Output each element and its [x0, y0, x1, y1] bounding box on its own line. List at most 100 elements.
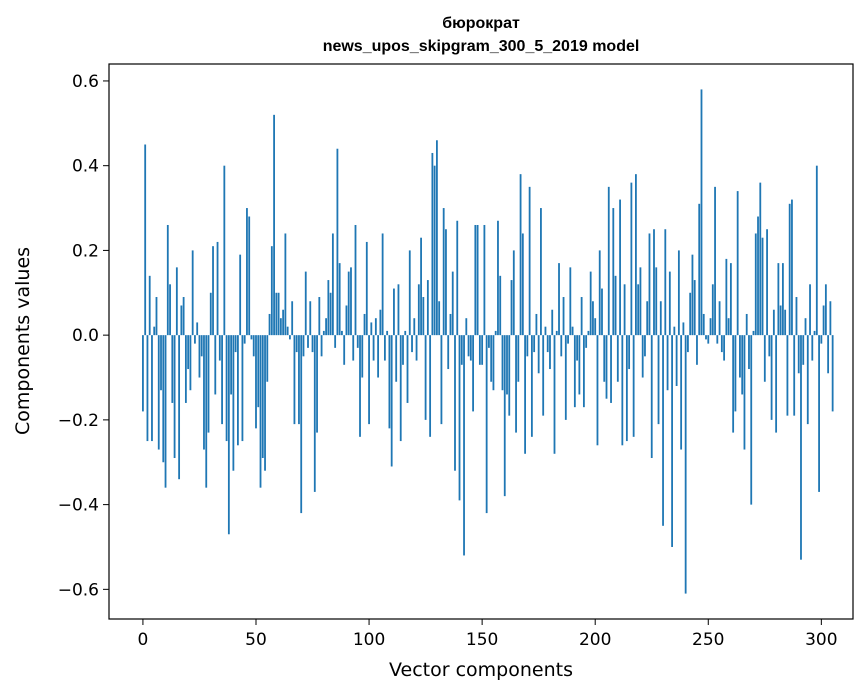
bar [270, 246, 273, 336]
bar [347, 271, 350, 336]
bar [438, 301, 441, 336]
bar [650, 335, 653, 459]
bar [175, 267, 178, 336]
bar [668, 271, 671, 336]
bar [304, 271, 307, 336]
bar [431, 152, 434, 336]
y-tick-label: −0.4 [58, 496, 99, 516]
bar [766, 229, 768, 336]
bar [433, 165, 436, 336]
bar [616, 335, 619, 382]
bar [497, 220, 499, 336]
bar [797, 335, 800, 374]
bar [449, 313, 452, 336]
bar [454, 335, 456, 471]
bar [293, 335, 296, 425]
bar [718, 301, 721, 336]
bar [564, 335, 567, 420]
bar [621, 335, 624, 446]
bar [316, 335, 318, 433]
bar [157, 335, 160, 450]
bar [571, 326, 574, 336]
bar [795, 297, 798, 336]
bar [560, 335, 563, 357]
bar [268, 313, 271, 336]
bar [521, 233, 524, 336]
bar [383, 335, 386, 361]
bar [160, 335, 162, 391]
bar [725, 258, 728, 336]
bar [494, 330, 497, 336]
y-axis-label: Components values [12, 247, 34, 435]
bar [589, 271, 592, 336]
bar [800, 335, 802, 560]
bar [243, 335, 246, 344]
bar [601, 288, 603, 336]
bar [639, 267, 642, 336]
bar [646, 301, 649, 336]
bar [180, 305, 183, 336]
bar [417, 284, 420, 336]
bar [594, 318, 597, 336]
bar [372, 335, 375, 361]
bar [203, 335, 205, 450]
bar [573, 335, 576, 408]
bar [458, 335, 461, 501]
bar [388, 335, 391, 429]
bar [759, 182, 762, 336]
bar [684, 335, 687, 594]
bar [300, 335, 303, 514]
bar [490, 335, 493, 382]
bar [820, 335, 823, 344]
bar [196, 322, 199, 336]
chart-subtitle: news_upos_skipgram_300_5_2019 model [323, 38, 640, 55]
bar [463, 335, 465, 556]
bar [549, 335, 551, 370]
bar [451, 271, 454, 336]
bar [682, 322, 685, 336]
bar [164, 335, 167, 488]
bar [693, 280, 696, 336]
bar [702, 313, 705, 336]
x-tick-label: 0 [138, 630, 149, 650]
bar [587, 330, 590, 336]
bar [255, 335, 257, 429]
bar [714, 186, 716, 336]
bar [488, 335, 490, 348]
bar [302, 335, 305, 357]
bar [436, 140, 438, 336]
bar [327, 280, 330, 336]
x-tick-label: 50 [245, 630, 267, 650]
bar [234, 335, 237, 353]
y-axis-ticks: −0.6 −0.4 −0.2 0.0 0.2 0.4 0.6 [58, 72, 109, 600]
chart-title: бюрократ [442, 15, 520, 32]
bar [499, 275, 502, 336]
bar [476, 224, 479, 336]
y-tick-label: −0.2 [58, 411, 99, 431]
x-axis-label: Vector components [389, 659, 573, 681]
bar [148, 275, 151, 336]
bar [705, 335, 707, 340]
bar [745, 313, 748, 336]
x-tick-label: 250 [692, 630, 724, 650]
bar [200, 335, 203, 357]
bar [644, 335, 646, 357]
bar [720, 335, 723, 353]
bar [218, 335, 221, 361]
bar [623, 284, 626, 336]
bar [632, 335, 635, 437]
bar [318, 297, 321, 336]
bar [662, 335, 664, 526]
bar [171, 335, 174, 403]
bar [519, 174, 522, 336]
bar [653, 229, 655, 336]
bar [298, 335, 300, 425]
bar [341, 330, 343, 336]
bar [467, 335, 470, 357]
bar [763, 335, 766, 382]
bar [734, 335, 737, 412]
bar [191, 250, 194, 336]
bar [223, 165, 226, 336]
bar [512, 250, 515, 336]
bar [546, 335, 549, 353]
